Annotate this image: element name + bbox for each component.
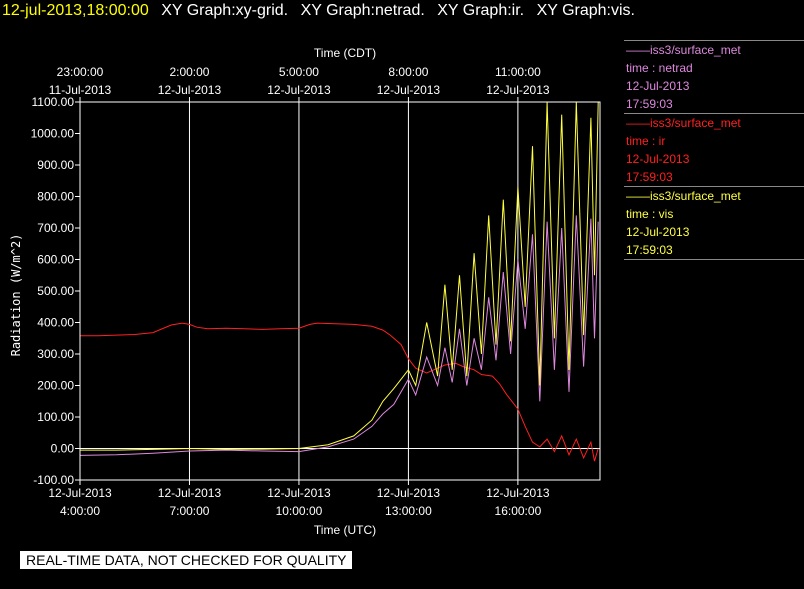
x-tick-label-date: 12-Jul-2013 [48, 486, 112, 500]
legend: ——iss3/surface_met time : netrad 12-Jul-… [624, 40, 804, 260]
y-tick-label: 0.00 [51, 442, 75, 456]
legend-date: 12-Jul-2013 [626, 225, 690, 239]
legend-entry-vis: ——iss3/surface_met time : vis 12-Jul-201… [624, 186, 804, 260]
x-tick-label-date: 12-Jul-2013 [158, 486, 222, 500]
top-tick-label-time: 5:00:00 [279, 65, 319, 79]
legend-source: ——iss3/surface_met [626, 189, 741, 203]
top-axis-title: Time (CDT) [314, 46, 376, 60]
series-line-vis [80, 102, 599, 451]
legend-date: 12-Jul-2013 [626, 79, 690, 93]
y-tick-label: 700.00 [37, 221, 74, 235]
y-tick-label: 100.00 [37, 410, 74, 424]
x-tick-label-date: 12-Jul-2013 [486, 486, 550, 500]
x-tick-label-time: 4:00:00 [60, 504, 100, 518]
top-tick-label-date: 11-Jul-2013 [49, 83, 112, 97]
graph-name-xy-grid: XY Graph:xy-grid. [161, 2, 289, 19]
x-tick-label-date: 12-Jul-2013 [377, 486, 441, 500]
plot-frame [79, 101, 601, 481]
y-tick-label: 400.00 [37, 316, 74, 330]
y-axis-title: Radiation (W/m^2) [9, 234, 23, 357]
series-line-netrad [80, 215, 599, 456]
legend-entry-netrad: ——iss3/surface_met time : netrad 12-Jul-… [624, 40, 804, 113]
legend-variable: time : netrad [626, 61, 693, 75]
legend-variable: time : vis [626, 207, 674, 221]
top-tick-label-date: 12-Jul-2013 [486, 83, 550, 97]
graph-name-netrad: XY Graph:netrad. [300, 2, 425, 19]
x-tick-label-time: 13:00:00 [385, 504, 432, 518]
graph-name-ir: XY Graph:ir. [437, 2, 525, 19]
legend-time: 17:59:03 [626, 243, 673, 257]
series-lines [80, 102, 599, 462]
x-tick-label-date: 12-Jul-2013 [267, 486, 331, 500]
legend-time: 17:59:03 [626, 170, 673, 184]
graph-name-vis: XY Graph:vis. [536, 2, 635, 19]
y-tick-label: 300.00 [37, 347, 74, 361]
y-tick-label: 200.00 [37, 379, 74, 393]
timestamp: 12-jul-2013,18:00:00 [2, 2, 149, 19]
bottom-axis-title: Time (UTC) [314, 523, 376, 537]
top-tick-label-time: 23:00:00 [57, 65, 104, 79]
y-tick-label: -100.00 [33, 473, 74, 487]
legend-date: 12-Jul-2013 [626, 152, 690, 166]
legend-time: 17:59:03 [626, 97, 673, 111]
header-bar: 12-jul-2013,18:00:00 XY Graph:xy-grid. X… [2, 2, 635, 20]
top-tick-label-date: 12-Jul-2013 [267, 83, 331, 97]
y-tick-label: 800.00 [37, 190, 74, 204]
y-tick-label: 900.00 [37, 158, 74, 172]
top-tick-label-date: 12-Jul-2013 [158, 83, 222, 97]
legend-source: ——iss3/surface_met [626, 43, 741, 57]
y-tick-label: 1100.00 [32, 95, 75, 109]
y-tick-label: 500.00 [37, 284, 74, 298]
y-tick-label: 600.00 [37, 253, 74, 267]
legend-entry-ir: ——iss3/surface_met time : ir 12-Jul-2013… [624, 113, 804, 186]
x-tick-label-time: 16:00:00 [495, 504, 542, 518]
legend-variable: time : ir [626, 134, 666, 148]
top-tick-label-time: 11:00:00 [495, 65, 541, 79]
top-tick-label-time: 8:00:00 [388, 65, 428, 79]
grid-lines [80, 102, 600, 480]
quality-warning-banner: REAL-TIME DATA, NOT CHECKED FOR QUALITY [20, 551, 353, 569]
y-tick-label: 1000.00 [31, 127, 75, 141]
top-tick-label-time: 2:00:00 [169, 65, 209, 79]
top-tick-label-date: 12-Jul-2013 [377, 83, 441, 97]
legend-source: ——iss3/surface_met [626, 116, 741, 130]
x-tick-label-time: 10:00:00 [276, 504, 323, 518]
axis-ticks: 12-Jul-2013 4:00:00 12-Jul-2013 7:00:00 12-J… [31, 65, 550, 518]
x-tick-label-time: 7:00:00 [169, 504, 209, 518]
series-line-ir [80, 322, 599, 462]
